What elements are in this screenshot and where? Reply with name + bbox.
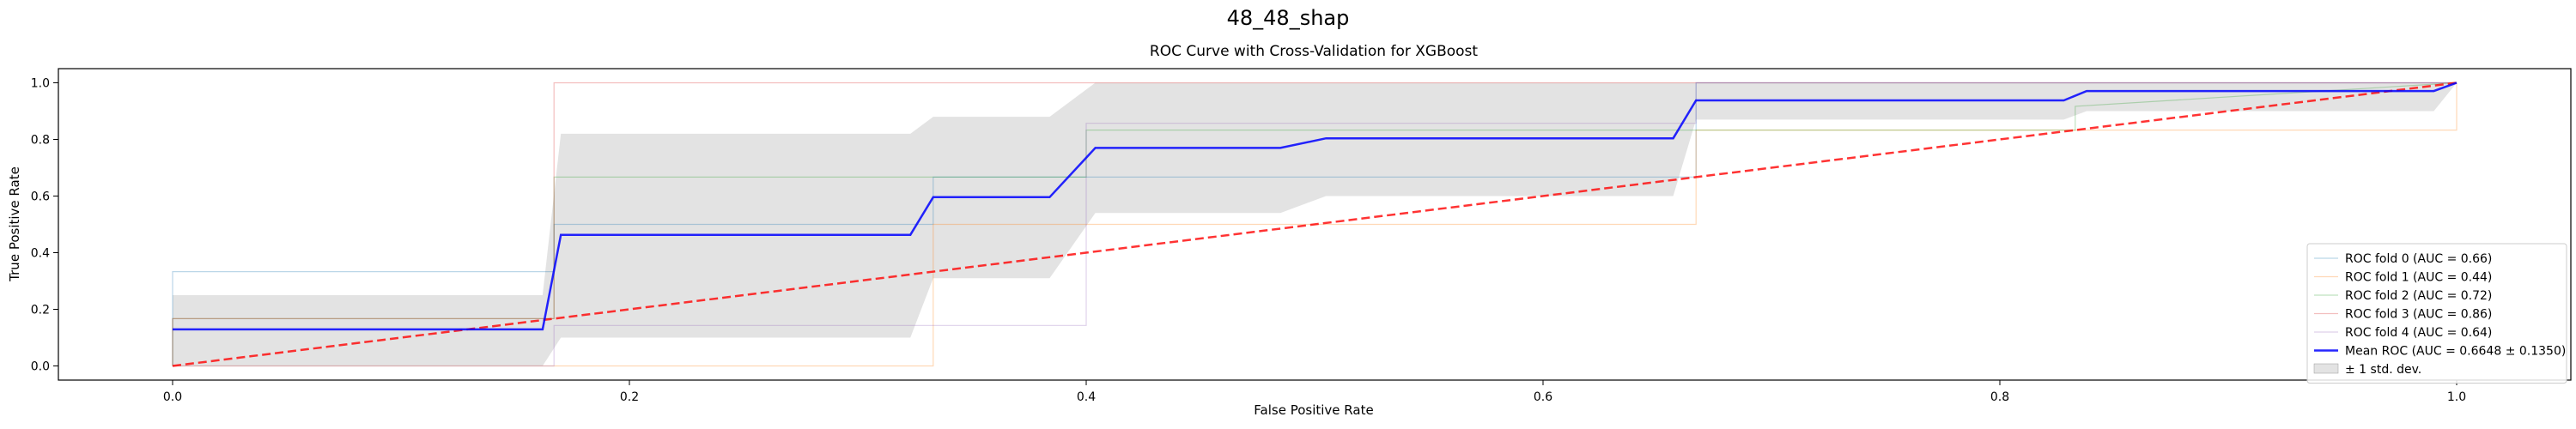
x-tick-label: 0.4 <box>1077 390 1096 404</box>
chance-line <box>172 82 2458 367</box>
x-tick-label: 0.8 <box>1990 390 2009 404</box>
x-axis-ticks: 0.0 0.2 0.4 0.6 0.8 1.0 <box>163 380 2466 404</box>
axes-frame <box>58 68 2572 381</box>
legend-label: ROC fold 0 (AUC = 0.66) <box>2345 252 2492 266</box>
plot-area <box>172 82 2458 367</box>
roc-fold-1-line <box>173 82 2458 367</box>
std-dev-band <box>173 82 2457 366</box>
y-tick-label: 0.0 <box>31 360 50 374</box>
roc-fold-4-line <box>173 82 2457 367</box>
roc-fold-0-line <box>172 82 2457 366</box>
figure-title: 48_48_shap <box>1227 6 1350 30</box>
y-axis-label: True Positive Rate <box>7 166 22 282</box>
x-axis-label: False Positive Rate <box>1254 402 1373 418</box>
roc-fold-2-line <box>172 82 2458 366</box>
legend-label: ROC fold 3 (AUC = 0.86) <box>2345 308 2492 322</box>
legend-label: ± 1 std. dev. <box>2345 363 2421 377</box>
legend-label: ROC fold 4 (AUC = 0.64) <box>2345 326 2492 340</box>
x-tick-label: 0.6 <box>1534 390 1552 404</box>
legend: ROC fold 0 (AUC = 0.66) ROC fold 1 (AUC =… <box>2306 243 2567 384</box>
x-tick-label: 1.0 <box>2447 390 2466 404</box>
roc-fold-3-line <box>172 82 2457 366</box>
legend-swatch <box>2313 363 2339 374</box>
x-tick-label: 0.2 <box>620 390 639 404</box>
legend-label: ROC fold 1 (AUC = 0.44) <box>2345 271 2492 285</box>
y-tick-label: 0.6 <box>31 190 50 204</box>
y-tick-label: 0.4 <box>31 247 50 261</box>
legend-label: ROC fold 2 (AUC = 0.72) <box>2345 289 2492 303</box>
x-tick-label: 0.0 <box>163 390 182 404</box>
y-axis-ticks: 0.0 0.2 0.4 0.6 0.8 1.0 <box>31 77 58 374</box>
legend-box <box>2306 243 2567 384</box>
legend-label: Mean ROC (AUC = 0.6648 ± 0.1350) <box>2345 345 2566 359</box>
y-tick-label: 0.2 <box>31 304 50 317</box>
chart-title: ROC Curve with Cross-Validation for XGBo… <box>1150 43 1479 60</box>
y-tick-label: 1.0 <box>31 77 50 91</box>
mean-roc-line <box>173 82 2458 331</box>
y-tick-label: 0.8 <box>31 134 50 148</box>
